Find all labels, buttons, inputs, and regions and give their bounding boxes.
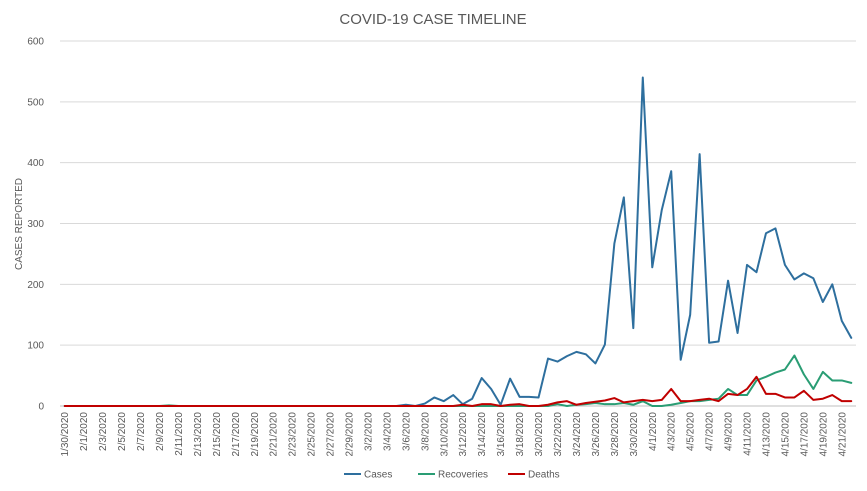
y-tick-label: 200 <box>27 280 44 291</box>
series-line-cases <box>63 76 853 407</box>
x-tick-label: 3/14/2020 <box>477 412 488 457</box>
x-tick-label: 2/5/2020 <box>117 412 128 451</box>
x-tick-label: 4/5/2020 <box>686 412 697 451</box>
y-tick-label: 600 <box>27 37 44 48</box>
x-tick-label: 4/21/2020 <box>837 412 848 457</box>
x-tick-label: 3/28/2020 <box>610 412 621 457</box>
legend-label-deaths: Deaths <box>528 470 560 481</box>
x-tick-label: 2/15/2020 <box>212 412 223 457</box>
y-tick-label: 0 <box>38 402 44 413</box>
x-axis-ticks: 1/30/2020 2/1/2020 2/3/2020 2/5/2020 2/7/202… <box>60 412 848 457</box>
x-tick-label: 4/9/2020 <box>724 412 735 451</box>
x-tick-label: 3/18/2020 <box>515 412 526 457</box>
x-tick-label: 2/25/2020 <box>307 412 318 457</box>
y-tick-label: 300 <box>27 219 44 230</box>
x-tick-label: 3/16/2020 <box>496 412 507 457</box>
y-tick-label: 500 <box>27 97 44 108</box>
x-tick-label: 4/1/2020 <box>648 412 659 451</box>
y-axis-ticks: 0 100 200 300 400 500 600 <box>27 37 44 413</box>
x-tick-label: 2/1/2020 <box>79 412 90 451</box>
x-tick-label: 3/26/2020 <box>591 412 602 457</box>
x-tick-label: 4/17/2020 <box>799 412 810 457</box>
x-tick-label: 2/27/2020 <box>326 412 337 457</box>
x-tick-label: 2/11/2020 <box>174 412 185 456</box>
y-axis-title: CASES REPORTED <box>14 178 25 270</box>
x-tick-label: 3/24/2020 <box>572 412 583 457</box>
x-tick-label: 3/8/2020 <box>420 412 431 451</box>
series-line-deaths <box>63 375 853 407</box>
x-tick-label: 3/20/2020 <box>534 412 545 457</box>
x-tick-label: 4/3/2020 <box>667 412 678 451</box>
x-tick-label: 4/15/2020 <box>780 412 791 457</box>
x-tick-label: 4/11/2020 <box>743 412 754 456</box>
x-tick-label: 4/7/2020 <box>705 412 716 451</box>
x-tick-label: 4/13/2020 <box>761 412 772 457</box>
x-tick-label: 3/4/2020 <box>382 412 393 451</box>
legend-label-cases: Cases <box>364 470 392 481</box>
x-tick-label: 2/19/2020 <box>250 412 261 457</box>
legend-label-recoveries: Recoveries <box>438 470 488 481</box>
y-tick-label: 400 <box>27 158 44 169</box>
x-tick-label: 3/30/2020 <box>629 412 640 457</box>
x-tick-label: 3/22/2020 <box>553 412 564 457</box>
x-tick-label: 2/13/2020 <box>193 412 204 457</box>
x-tick-label: 1/30/2020 <box>60 412 71 457</box>
x-tick-label: 2/9/2020 <box>155 412 166 451</box>
x-tick-label: 2/29/2020 <box>345 412 356 457</box>
x-tick-label: 2/3/2020 <box>98 412 109 451</box>
y-tick-label: 100 <box>27 341 44 352</box>
x-tick-label: 2/17/2020 <box>231 412 242 457</box>
x-tick-label: 2/23/2020 <box>288 412 299 457</box>
x-tick-label: 3/2/2020 <box>363 412 374 451</box>
x-tick-label: 4/19/2020 <box>818 412 829 457</box>
series-lines <box>63 76 853 407</box>
x-tick-label: 2/21/2020 <box>269 412 280 457</box>
legend: Cases Recoveries Deaths <box>344 470 560 481</box>
gridlines <box>60 40 856 407</box>
x-tick-label: 3/6/2020 <box>401 412 412 451</box>
x-tick-label: 2/7/2020 <box>136 412 147 451</box>
x-tick-label: 3/12/2020 <box>458 412 469 457</box>
chart-title: COVID-19 CASE TIMELINE <box>339 11 526 28</box>
x-tick-label: 3/10/2020 <box>439 412 450 457</box>
